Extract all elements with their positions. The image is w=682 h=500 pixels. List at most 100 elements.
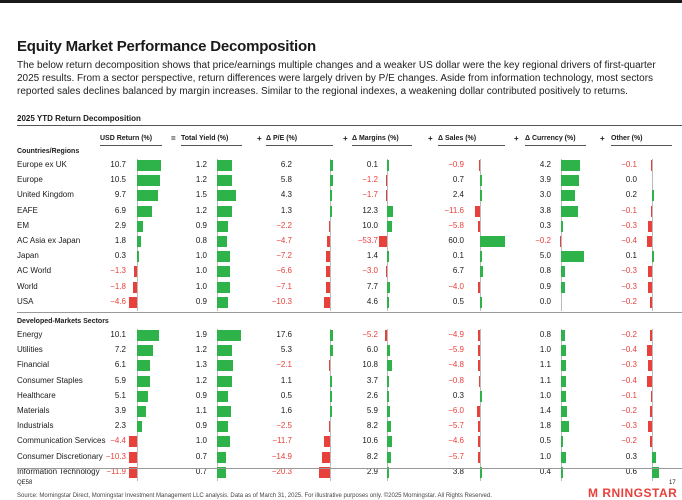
data-bar [137, 330, 160, 341]
data-value: −0.1 [621, 390, 637, 400]
data-bar [137, 160, 161, 171]
data-bar [217, 281, 230, 293]
data-value: 0.5 [452, 296, 464, 306]
data-bar [478, 375, 480, 387]
data-bar [387, 251, 389, 263]
data-bar [330, 406, 332, 417]
data-bar [477, 421, 480, 433]
row-label: Industrials [17, 421, 54, 431]
operator-sign: + [428, 134, 433, 143]
data-value: 0.3 [452, 390, 464, 400]
data-value: −0.8 [448, 375, 464, 385]
data-bar [137, 390, 149, 402]
data-bar [648, 220, 652, 232]
column-header-rule [611, 145, 672, 146]
data-bar [387, 281, 391, 293]
data-value: 0.1 [452, 251, 464, 261]
data-value: −5.7 [448, 451, 464, 461]
row-label: Europe [17, 175, 43, 185]
data-value: −0.2 [621, 406, 637, 415]
zero-axis-line [480, 159, 481, 311]
row-label: World [17, 281, 38, 291]
data-value: −0.3 [621, 266, 637, 276]
data-value: −0.9 [448, 160, 464, 169]
column-header: USD Return (%) [100, 135, 153, 142]
data-bar [217, 345, 232, 357]
zero-axis-line [387, 329, 388, 481]
zero-axis-line [480, 329, 481, 481]
data-value: −0.4 [621, 236, 637, 245]
data-value: 4.3 [280, 190, 292, 200]
row-label: USA [17, 296, 34, 306]
data-bar [330, 330, 333, 341]
data-value: 2.6 [366, 390, 378, 400]
data-bar [387, 421, 391, 433]
data-value: 0.7 [195, 451, 207, 461]
zero-axis-line [561, 159, 562, 311]
data-bar [648, 360, 652, 372]
data-value: 12.3 [362, 205, 378, 215]
data-value: 1.0 [195, 251, 207, 261]
data-value: −0.4 [621, 375, 637, 385]
data-bar [477, 451, 480, 463]
data-bar [561, 281, 566, 293]
data-value: −11.7 [272, 436, 292, 446]
data-value: −20.3 [271, 466, 292, 476]
data-value: −0.1 [621, 205, 637, 215]
data-bar [387, 220, 392, 232]
data-value: 0.6 [625, 466, 637, 476]
data-bar [137, 220, 144, 232]
data-value: 6.9 [114, 205, 126, 215]
data-value: −11.9 [106, 466, 126, 476]
chart-title-rule [17, 125, 682, 126]
data-value: −6.0 [448, 406, 464, 415]
row-label: Consumer Staples [17, 375, 83, 385]
data-value: 0.0 [539, 296, 551, 306]
data-value: 0.3 [539, 220, 551, 230]
data-value: 2.9 [366, 466, 378, 476]
data-bar [318, 466, 330, 478]
data-bar [217, 451, 226, 463]
data-value: −4.7 [276, 236, 292, 245]
data-value: 10.6 [362, 436, 378, 446]
data-value: 0.8 [539, 266, 551, 276]
row-label: Energy [17, 330, 43, 339]
row-label: Information Technology [17, 466, 100, 476]
data-bar [561, 205, 579, 217]
data-bar [137, 175, 161, 187]
data-value: −10.3 [271, 296, 292, 306]
data-bar [330, 160, 333, 171]
data-bar [217, 236, 227, 247]
data-value: −5.9 [448, 345, 464, 355]
column-header: Total Yield (%) [181, 135, 229, 142]
data-bar [387, 375, 389, 387]
data-value: 5.3 [280, 345, 292, 355]
data-value: −0.2 [621, 330, 637, 339]
data-bar [480, 251, 482, 263]
data-value: 1.9 [195, 330, 207, 339]
data-bar [650, 160, 652, 171]
data-value: 1.2 [195, 345, 207, 355]
data-bar [217, 205, 232, 217]
data-value: −4.6 [110, 296, 126, 306]
data-bar [648, 281, 652, 293]
data-bar [649, 296, 652, 308]
data-bar [217, 296, 229, 308]
data-value: 17.6 [276, 330, 292, 339]
data-bar [384, 330, 387, 341]
data-value: 1.0 [195, 266, 207, 276]
data-bar [477, 330, 480, 341]
data-bar [561, 220, 563, 232]
section-header: Developed-Markets Sectors [17, 318, 109, 325]
data-bar [387, 360, 392, 372]
data-value: 0.5 [280, 390, 292, 400]
data-value: −4.9 [448, 330, 464, 339]
row-label: Communication Services [17, 436, 106, 446]
data-value: 5.9 [366, 406, 378, 415]
data-value: 8.2 [366, 421, 378, 431]
column-header-rule [438, 145, 505, 146]
data-bar [387, 390, 389, 402]
data-value: −4.4 [110, 436, 126, 446]
data-bar [647, 236, 652, 247]
data-value: 1.0 [539, 390, 551, 400]
